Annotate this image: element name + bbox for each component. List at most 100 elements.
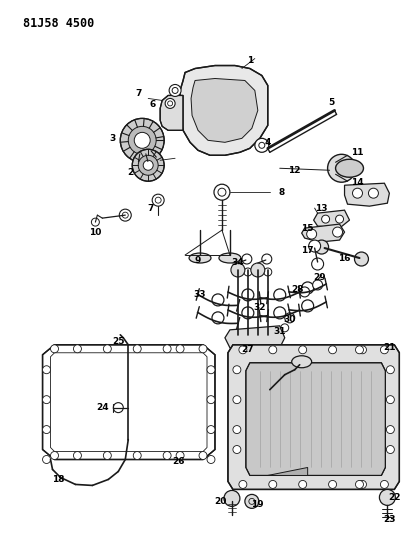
Circle shape — [120, 118, 164, 162]
Circle shape — [233, 446, 241, 454]
Text: 8: 8 — [279, 188, 285, 197]
Circle shape — [103, 345, 112, 353]
Text: 1: 1 — [247, 56, 253, 65]
Circle shape — [329, 346, 337, 354]
Text: 15: 15 — [301, 224, 314, 232]
Circle shape — [387, 446, 394, 454]
Circle shape — [356, 346, 363, 354]
Circle shape — [322, 215, 330, 223]
Text: 3: 3 — [109, 134, 116, 143]
Circle shape — [199, 451, 207, 459]
Circle shape — [380, 489, 395, 505]
Text: 7: 7 — [147, 204, 153, 213]
Text: 24: 24 — [96, 403, 109, 412]
Circle shape — [233, 425, 241, 433]
Text: 7: 7 — [135, 89, 141, 98]
Text: 33: 33 — [194, 290, 206, 300]
Circle shape — [332, 227, 342, 237]
Ellipse shape — [292, 356, 312, 368]
Circle shape — [169, 84, 181, 96]
Circle shape — [50, 451, 59, 459]
Polygon shape — [160, 95, 183, 131]
Circle shape — [358, 346, 366, 354]
Text: 34: 34 — [232, 257, 244, 266]
Text: 16: 16 — [338, 254, 351, 263]
Text: 11: 11 — [351, 148, 364, 157]
Text: 29: 29 — [313, 273, 326, 282]
Text: 4: 4 — [265, 138, 271, 147]
Circle shape — [43, 366, 50, 374]
Text: 6: 6 — [149, 100, 155, 109]
Circle shape — [358, 480, 366, 488]
Text: 9: 9 — [195, 255, 201, 264]
Circle shape — [254, 268, 262, 276]
Circle shape — [307, 229, 317, 239]
Circle shape — [251, 263, 265, 277]
Circle shape — [43, 456, 50, 464]
Text: 17: 17 — [301, 246, 314, 255]
Circle shape — [336, 215, 344, 223]
Circle shape — [133, 451, 141, 459]
Circle shape — [128, 126, 156, 154]
Circle shape — [138, 155, 158, 175]
Circle shape — [356, 480, 363, 488]
Text: 20: 20 — [214, 497, 226, 506]
Circle shape — [285, 313, 295, 323]
Circle shape — [207, 456, 215, 464]
Circle shape — [313, 280, 323, 290]
Circle shape — [354, 252, 368, 266]
Circle shape — [233, 366, 241, 374]
Circle shape — [239, 480, 247, 488]
Circle shape — [299, 480, 307, 488]
Circle shape — [207, 425, 215, 433]
Circle shape — [43, 395, 50, 403]
Text: 21: 21 — [383, 343, 396, 352]
Polygon shape — [344, 183, 389, 206]
Circle shape — [176, 345, 184, 353]
Polygon shape — [43, 345, 215, 459]
Circle shape — [163, 345, 171, 353]
Circle shape — [353, 188, 363, 198]
Polygon shape — [301, 224, 344, 242]
Circle shape — [387, 395, 394, 403]
Circle shape — [281, 324, 289, 332]
Text: 30: 30 — [284, 316, 296, 325]
Circle shape — [163, 451, 171, 459]
Circle shape — [269, 480, 277, 488]
Circle shape — [301, 300, 313, 312]
Circle shape — [262, 254, 272, 264]
Circle shape — [207, 395, 215, 403]
Circle shape — [74, 345, 81, 353]
Circle shape — [242, 254, 252, 264]
Polygon shape — [225, 326, 285, 348]
Circle shape — [242, 289, 254, 301]
Circle shape — [212, 294, 224, 306]
Text: 27: 27 — [242, 345, 254, 354]
Circle shape — [103, 451, 112, 459]
Polygon shape — [246, 363, 385, 475]
Text: 22: 22 — [388, 493, 401, 502]
Circle shape — [301, 282, 313, 294]
Circle shape — [264, 268, 272, 276]
Circle shape — [242, 307, 254, 319]
Text: 12: 12 — [288, 166, 301, 175]
Polygon shape — [191, 78, 258, 142]
Circle shape — [380, 346, 388, 354]
Circle shape — [380, 480, 388, 488]
Text: 28: 28 — [292, 286, 304, 294]
Circle shape — [207, 366, 215, 374]
Circle shape — [113, 402, 123, 413]
Circle shape — [315, 240, 329, 254]
Text: 25: 25 — [112, 337, 125, 346]
Ellipse shape — [336, 159, 363, 177]
Circle shape — [143, 160, 153, 170]
Polygon shape — [313, 210, 349, 228]
Circle shape — [244, 268, 252, 276]
Circle shape — [43, 425, 50, 433]
Text: 26: 26 — [172, 457, 184, 466]
Circle shape — [269, 346, 277, 354]
Circle shape — [328, 154, 356, 182]
Text: 23: 23 — [383, 515, 396, 524]
Circle shape — [74, 451, 81, 459]
Circle shape — [233, 395, 241, 403]
